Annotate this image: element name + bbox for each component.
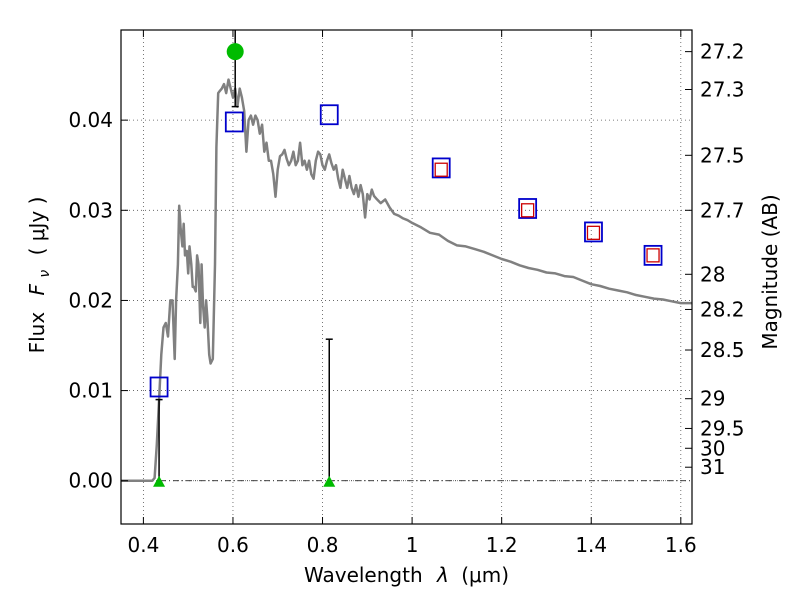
model-sed-line <box>121 78 692 482</box>
observed-photometry-square <box>518 198 538 219</box>
magnitude-tick-label: 27.2 <box>700 40 745 64</box>
y-tick-label: 0.04 <box>68 108 113 132</box>
y-axis-label-subscript: ν <box>37 270 53 278</box>
x-tick-label: 0.6 <box>217 533 249 557</box>
model-photometry-square <box>586 225 601 240</box>
observed-photometry-square <box>643 244 663 266</box>
magnitude-tick-label: 27.3 <box>700 77 745 101</box>
magnitude-tick-label: 30 <box>700 436 725 460</box>
x-tick-label: 1.4 <box>575 533 607 557</box>
magnitude-tick-label: 29.5 <box>700 416 745 440</box>
y-tick-label: 0.00 <box>68 469 113 493</box>
x-tick-label: 1 <box>406 533 419 557</box>
magnitude-tick-label: 31 <box>700 455 725 479</box>
observed-photometry-square <box>224 111 244 133</box>
x-axis-label: Wavelength λ (μm) <box>304 563 509 587</box>
upper-limit-marker <box>323 475 336 487</box>
model-photometry-square <box>520 203 535 218</box>
magnitude-tick-label: 27.7 <box>700 198 745 222</box>
x-tick-label: 1.6 <box>665 533 697 557</box>
y-tick-label: 0.02 <box>68 288 113 312</box>
x-tick-label: 1.2 <box>486 533 518 557</box>
observed-photometry-square <box>431 157 451 179</box>
upper-limit-marker <box>153 475 166 487</box>
y-axis-label-unit: ( μJy ) <box>25 197 49 256</box>
grid <box>121 30 692 524</box>
magnitude-tick-label: 28.2 <box>700 297 745 321</box>
x-tick-label: 0.4 <box>127 533 159 557</box>
photometry-layer <box>149 30 663 487</box>
model-photometry-square <box>434 162 448 177</box>
model-photometry-square <box>646 248 660 263</box>
model-sed-layer <box>121 78 692 482</box>
magnitude-tick-label: 28 <box>700 262 725 286</box>
magnitude-tick-label: 28.5 <box>700 338 745 362</box>
y-axis-label-text: Flux <box>25 312 49 354</box>
plot-frame <box>120 29 693 525</box>
magnitude-tick-label: 29 <box>700 387 725 411</box>
x-axis-label-text: Wavelength <box>304 563 423 587</box>
observed-photometry-square <box>149 376 169 398</box>
x-axis-label-symbol: λ <box>436 563 449 587</box>
ticks: 0.4 0.6 0.8 1 1.2 1.4 1.6 0.00 0.01 0.02 0.03 0.04 2… <box>68 30 745 557</box>
x-tick-label: 0.8 <box>307 533 339 557</box>
x-axis-label-unit: (μm) <box>461 563 509 587</box>
detection-marker <box>226 43 244 61</box>
y-tick-label: 0.01 <box>68 379 113 403</box>
observed-photometry-square <box>584 221 603 243</box>
right-axis-label: Magnitude (AB) <box>758 194 782 349</box>
magnitude-tick-label: 27.5 <box>700 143 745 167</box>
y-tick-label: 0.03 <box>68 198 113 222</box>
y-axis-label: Flux F ν ( μJy ) <box>25 197 54 354</box>
y-axis-label-symbol: F <box>25 283 49 295</box>
observed-photometry-square <box>319 104 339 126</box>
